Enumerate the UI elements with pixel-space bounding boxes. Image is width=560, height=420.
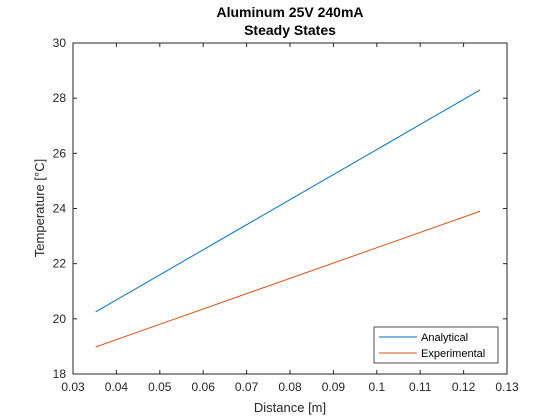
chart-subtitle: Steady States bbox=[244, 22, 336, 38]
y-tick-label: 30 bbox=[53, 36, 67, 50]
y-tick-label: 20 bbox=[53, 312, 67, 326]
x-tick-label: 0.08 bbox=[278, 380, 302, 394]
x-tick-label: 0.11 bbox=[409, 380, 432, 394]
series-line-experimental bbox=[95, 210, 481, 348]
y-tick-label: 24 bbox=[53, 202, 67, 216]
y-tick-label: 28 bbox=[53, 91, 67, 105]
series-line-analytical bbox=[95, 89, 481, 313]
x-tick-label: 0.07 bbox=[235, 380, 259, 394]
x-tick-label: 0.04 bbox=[105, 380, 129, 394]
legend-label-experimental: Experimental bbox=[421, 348, 485, 360]
x-tick-label: 0.03 bbox=[61, 380, 85, 394]
x-axis-ticks: 0.03 0.04 0.05 0.06 0.07 0.08 0.09 0.1 0.11 0.12 0… bbox=[61, 43, 519, 394]
x-tick-label: 0.09 bbox=[322, 380, 346, 394]
x-tick-label: 0.13 bbox=[495, 380, 519, 394]
legend-box bbox=[373, 326, 499, 364]
chart-title: Aluminum 25V 240mA bbox=[216, 4, 363, 20]
y-tick-label: 22 bbox=[53, 257, 67, 271]
x-tick-label: 0.06 bbox=[192, 380, 216, 394]
x-axis-label: Distance [m] bbox=[254, 400, 326, 415]
y-axis-ticks: 18 20 22 24 26 28 30 bbox=[53, 36, 507, 381]
y-tick-label: 26 bbox=[53, 146, 67, 160]
legend: Analytical Experimental bbox=[373, 326, 499, 364]
x-tick-label: 0.1 bbox=[368, 380, 385, 394]
plot-area bbox=[73, 43, 507, 374]
y-axis-label: Temperature [°C] bbox=[32, 159, 47, 257]
x-tick-label: 0.05 bbox=[148, 380, 172, 394]
x-tick-label: 0.12 bbox=[452, 380, 476, 394]
series-layer bbox=[95, 89, 481, 348]
y-tick-label: 18 bbox=[53, 367, 67, 381]
legend-label-analytical: Analytical bbox=[421, 332, 468, 344]
